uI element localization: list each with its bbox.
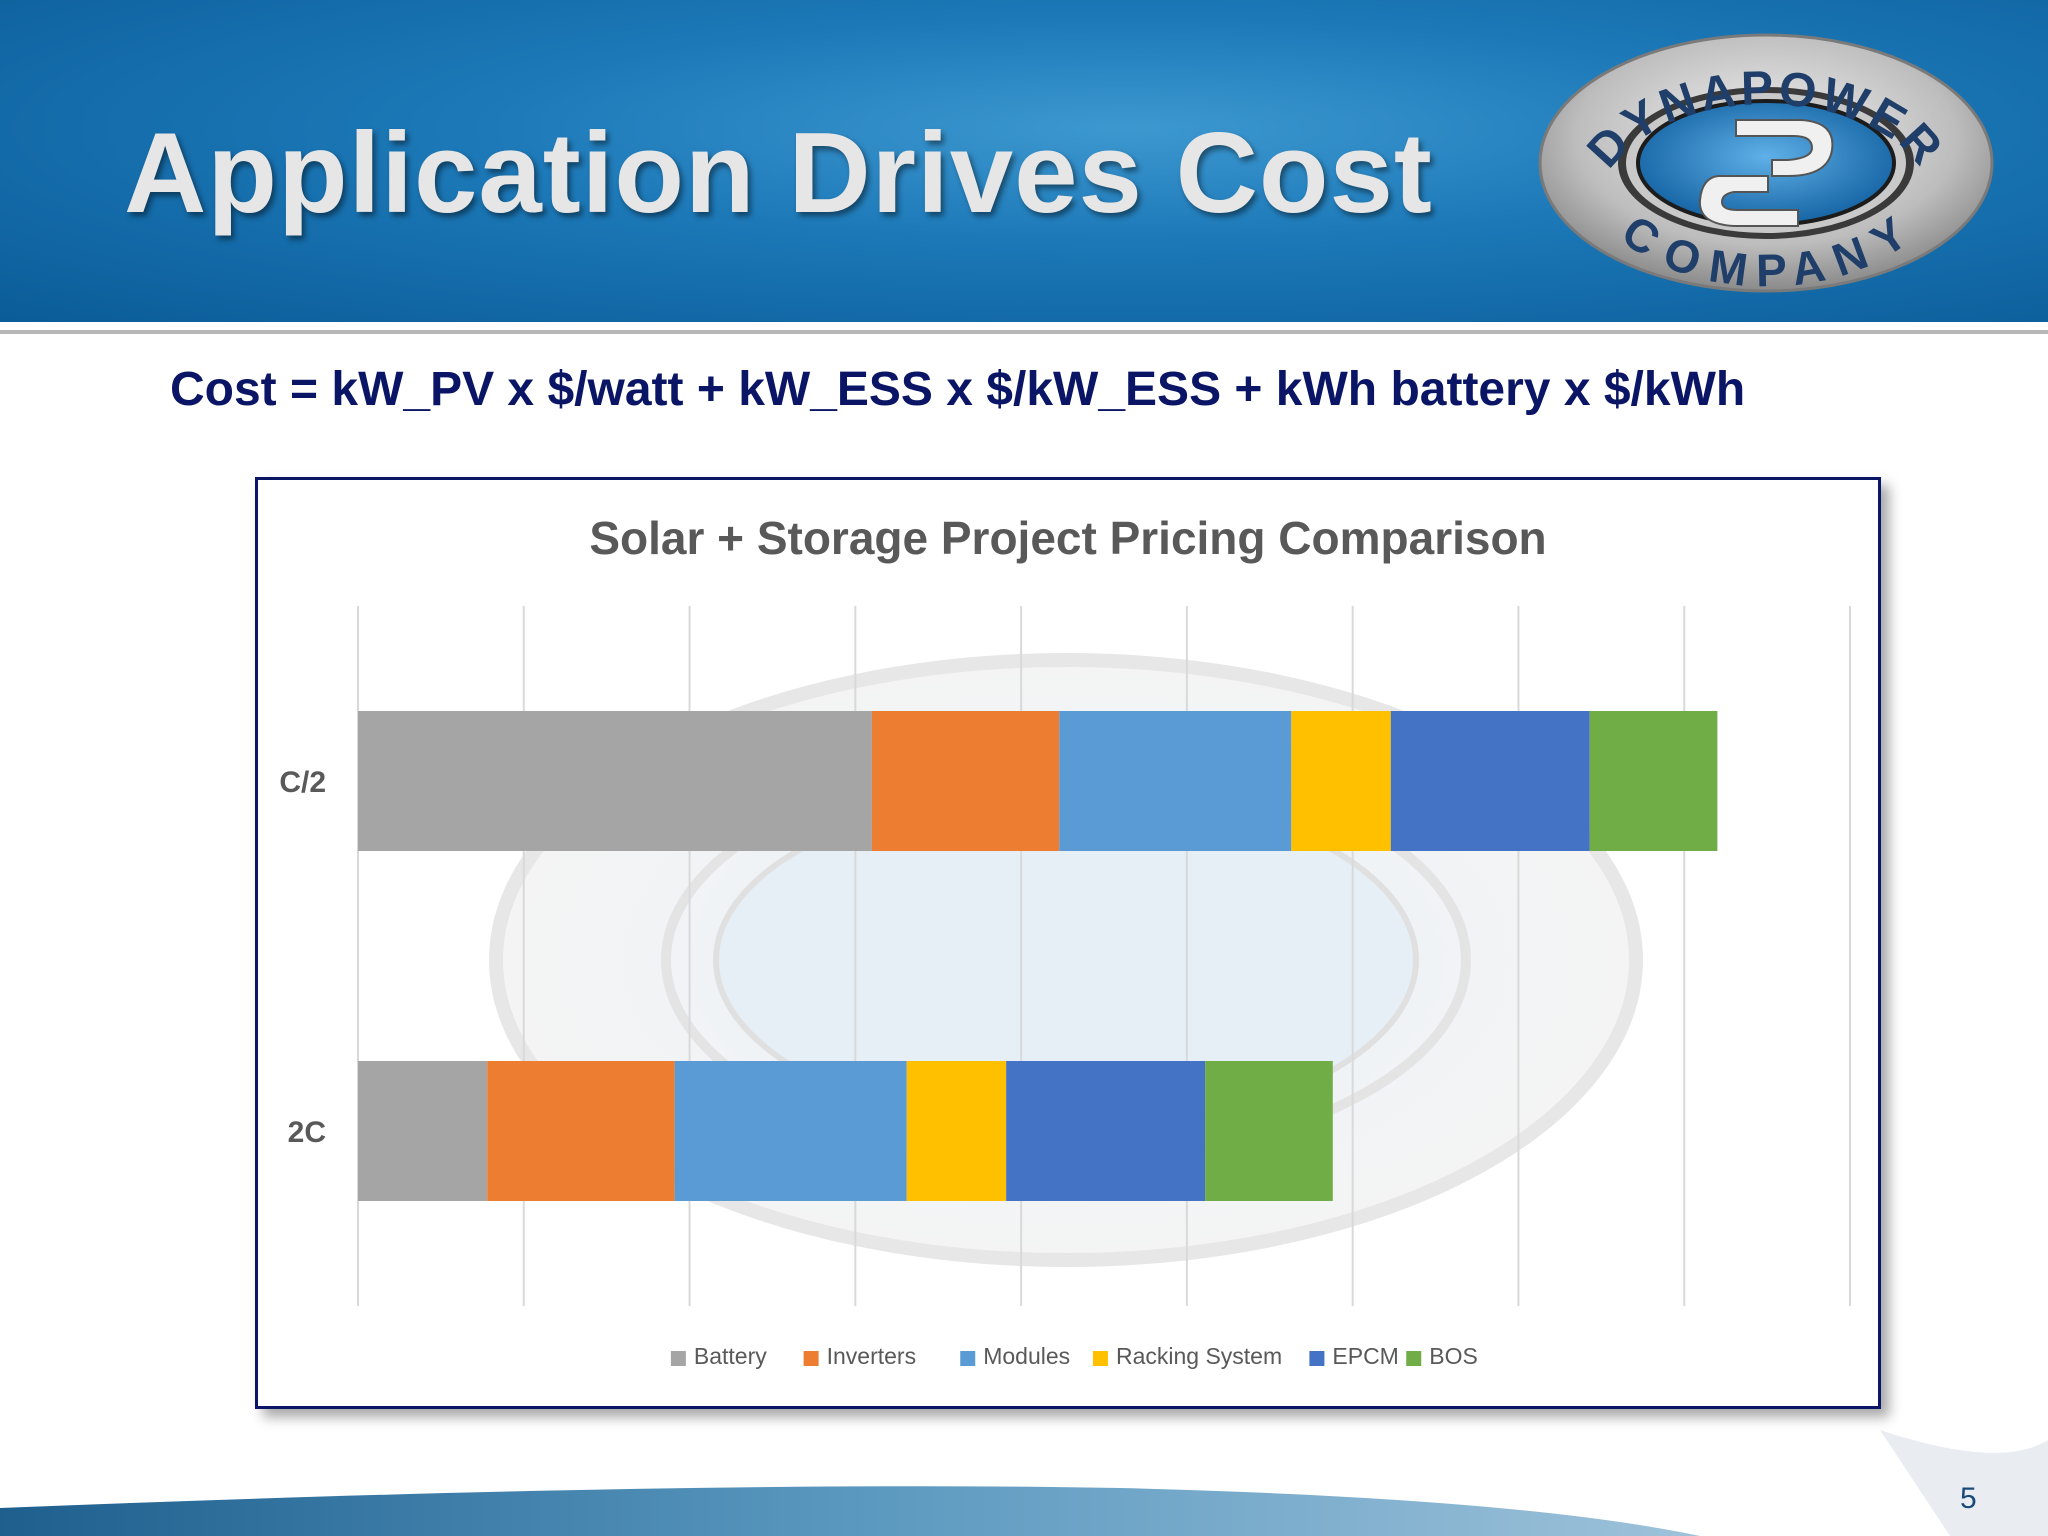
chart-legend: Battery Inverters Modules Racking System EPC…: [670, 1343, 1478, 1369]
bar-racking-system-1: [906, 1061, 1007, 1201]
legend-swatch: [960, 1351, 976, 1366]
legend-swatch: [803, 1351, 819, 1366]
page-number: 5: [1960, 1482, 1977, 1515]
cost-formula: Cost = kW_PV x $/watt + kW_ESS x $/kW_ES…: [170, 363, 1746, 416]
bar-modules-0: [1059, 711, 1292, 851]
bar-racking-system-0: [1291, 711, 1391, 851]
bar-battery-0: [358, 711, 872, 851]
category-labels: C/2 2C: [279, 766, 326, 1149]
slide-title: Application Drives Cost: [124, 110, 1433, 237]
bar-battery-1: [358, 1061, 488, 1201]
bar-modules-1: [674, 1061, 907, 1201]
legend-label: Inverters: [827, 1343, 916, 1369]
header-divider-shadow: [0, 330, 2048, 334]
legend-label: Modules: [983, 1343, 1070, 1369]
chart-title: Solar + Storage Project Pricing Comparis…: [589, 512, 1546, 564]
legend-label: BOS: [1429, 1343, 1478, 1369]
legend-swatch: [1092, 1351, 1108, 1366]
legend-label: EPCM: [1332, 1343, 1398, 1369]
category-label: 2C: [288, 1116, 326, 1149]
legend-swatch: [670, 1351, 686, 1366]
chart-bars: [358, 711, 1718, 1201]
bar-bos-1: [1205, 1061, 1333, 1201]
bar-inverters-0: [871, 711, 1060, 851]
chart-container: C/2 2C Solar + Storage Project Pricing Co…: [255, 477, 1881, 1409]
pricing-chart: C/2 2C Solar + Storage Project Pricing Co…: [279, 512, 1851, 1369]
bar-bos-0: [1589, 711, 1718, 851]
bar-epcm-0: [1390, 711, 1590, 851]
legend-label: Battery: [694, 1343, 767, 1369]
bar-inverters-1: [487, 1061, 675, 1201]
legend-swatch: [1406, 1351, 1422, 1366]
header-divider: [0, 322, 2048, 330]
bar-epcm-1: [1006, 1061, 1206, 1201]
legend-label: Racking System: [1116, 1343, 1282, 1369]
legend-swatch: [1309, 1351, 1325, 1366]
dynapower-logo: DYNAPOWER COMPANY: [1538, 33, 1994, 296]
footer-wave: [0, 1430, 2048, 1536]
category-label: C/2: [279, 766, 326, 799]
